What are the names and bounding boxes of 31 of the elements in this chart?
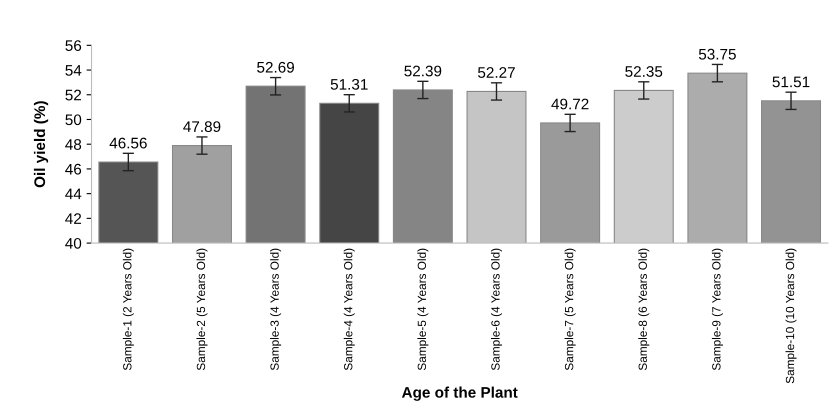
y-tick-label: 54: [65, 65, 82, 76]
data-label: 52.39: [404, 66, 442, 76]
x-tick-label: Sample-8 (6 Years Old): [638, 248, 650, 370]
y-tick-label: 52: [65, 90, 82, 100]
y-tick-label: 48: [65, 139, 82, 150]
x-tick-label: Sample-6 (4 Years Old): [490, 248, 502, 370]
data-label: 52.35: [625, 66, 662, 77]
data-label: 53.75: [698, 48, 736, 60]
data-label: 52.69: [257, 62, 294, 73]
data-label: 51.51: [772, 76, 810, 88]
data-label: 51.31: [330, 78, 368, 90]
x-tick-label: Sample-9 (7 Years Old): [712, 248, 723, 370]
y-tick-label: 42: [65, 213, 82, 224]
y-tick-label: 50: [65, 114, 82, 126]
y-tick-label: 56: [65, 40, 82, 52]
x-tick-label: Sample-1 (2 Years Old): [122, 248, 134, 370]
x-tick-label: Sample-4 (4 Years Old): [344, 248, 355, 370]
data-label: 49.72: [551, 98, 588, 110]
x-axis-title: Age of the Plant: [402, 386, 518, 401]
data-label: 52.27: [478, 67, 515, 78]
y-tick-label: 40: [65, 238, 82, 249]
data-label: 46.56: [110, 138, 147, 148]
x-tick-label: Sample-3 (4 Years Old): [270, 248, 282, 370]
x-tick-label: Sample-5 (4 Years Old): [417, 248, 428, 370]
x-tick-label: Sample-10 (10 Years Old): [786, 248, 797, 384]
y-tick-label: 46: [65, 164, 82, 175]
y-axis-title: Oil yield (%): [34, 101, 48, 188]
data-label: 47.89: [183, 121, 220, 132]
y-tick-label: 44: [65, 188, 82, 200]
x-tick-label: Sample-2 (5 Years Old): [196, 248, 208, 370]
x-tick-label: Sample-7 (5 Years Old): [564, 248, 576, 370]
